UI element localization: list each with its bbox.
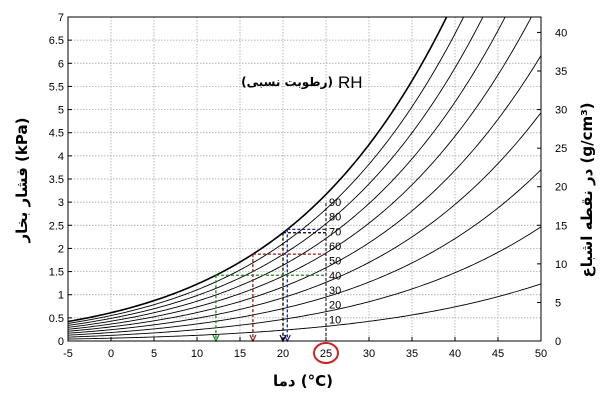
y-tick-label: 1: [58, 290, 64, 302]
y2-tick-label: 30: [555, 105, 567, 117]
rh-curve-10: [68, 283, 541, 340]
rh-curve-30: [68, 169, 541, 336]
y-tick-label: 1.5: [49, 267, 64, 279]
rh-curve-50: [68, 55, 541, 332]
rh-title-fa: (رطوبت نسبی): [241, 75, 333, 90]
rh-curve-70: [68, 17, 506, 328]
rh-label-90: 90: [329, 197, 341, 209]
y2-tick-label: 20: [555, 182, 567, 194]
rh-label-70: 70: [329, 226, 341, 238]
x-tick-label: 40: [449, 348, 461, 360]
rh-curve-20: [68, 226, 541, 338]
y2-tick-label: 15: [555, 220, 567, 232]
y2-tick-label: 35: [555, 66, 567, 78]
x-tick-label: 15: [234, 348, 246, 360]
rh-label-60: 60: [329, 241, 341, 253]
y2-tick-label: 0: [555, 336, 561, 348]
rh-label-80: 80: [329, 212, 341, 224]
rh-curve-60: [68, 17, 532, 330]
y2-axis-title: در نقطه اشباع (g/cm³): [578, 102, 596, 277]
y-tick-label: 0: [58, 336, 64, 348]
rh-curve-80: [68, 17, 484, 326]
rh-labels: 90 80 70 60 50 40 30 20 10: [329, 197, 341, 326]
x-tick-label: 50: [535, 348, 547, 360]
x-tick-label: 10: [191, 348, 203, 360]
x-axis-ticks: -5 0 5 10 15 20 25 30 35 40 45 50: [63, 337, 547, 360]
y-axis-ticks: 0 0.5 1 1.5 2 2.5 3 3.5 4 4.5 5 5.5 6 6.5 7: [49, 12, 72, 348]
x-tick-label: 45: [492, 348, 504, 360]
rh-curve-40: [68, 112, 541, 334]
y2-axis-ticks: 0 5 10 15 20 25 30 35 40: [537, 27, 567, 348]
y-tick-label: 2: [58, 243, 64, 255]
y2-tick-label: 10: [555, 259, 567, 271]
y-tick-label: 0.5: [49, 313, 64, 325]
x-tick-label: 30: [363, 348, 375, 360]
chart-grid: [67, 16, 542, 342]
rh-curves: [68, 17, 541, 340]
y-tick-label: 4.5: [49, 128, 64, 140]
y-tick-label: 6: [58, 58, 64, 70]
x-tick-label: 0: [108, 348, 114, 360]
y2-tick-label: 25: [555, 143, 567, 155]
y-tick-label: 4: [58, 151, 64, 163]
rh-label-40: 40: [329, 270, 341, 282]
y2-tick-label: 5: [555, 297, 561, 309]
y-axis-title: فشار بخار (kPa): [13, 118, 31, 244]
x-tick-label: -5: [63, 348, 73, 360]
y-tick-label: 3.5: [49, 174, 64, 186]
y2-tick-label: 40: [555, 27, 567, 39]
x-tick-label: 5: [151, 348, 157, 360]
x-tick-label: 35: [406, 348, 418, 360]
rh-label-50: 50: [329, 256, 341, 268]
y-tick-label: 3: [58, 197, 64, 209]
x-axis-title: دما (°C): [273, 372, 333, 390]
highlight-circle-25: [313, 342, 339, 364]
y-tick-label: 7: [58, 12, 64, 24]
rh-label-10: 10: [329, 314, 341, 326]
rh-curve-90: [68, 17, 465, 324]
x-tick-label: 25: [320, 348, 332, 360]
y-tick-label: 6.5: [49, 35, 64, 47]
rh-curve-100: [68, 17, 448, 323]
y-tick-label: 5: [58, 105, 64, 117]
y-tick-label: 5.5: [49, 81, 64, 93]
y-tick-label: 2.5: [49, 220, 64, 232]
rh-title-en: RH: [338, 73, 363, 92]
x-tick-label: 20: [277, 348, 289, 360]
rh-label-30: 30: [329, 285, 341, 297]
rh-label-20: 20: [329, 300, 341, 312]
